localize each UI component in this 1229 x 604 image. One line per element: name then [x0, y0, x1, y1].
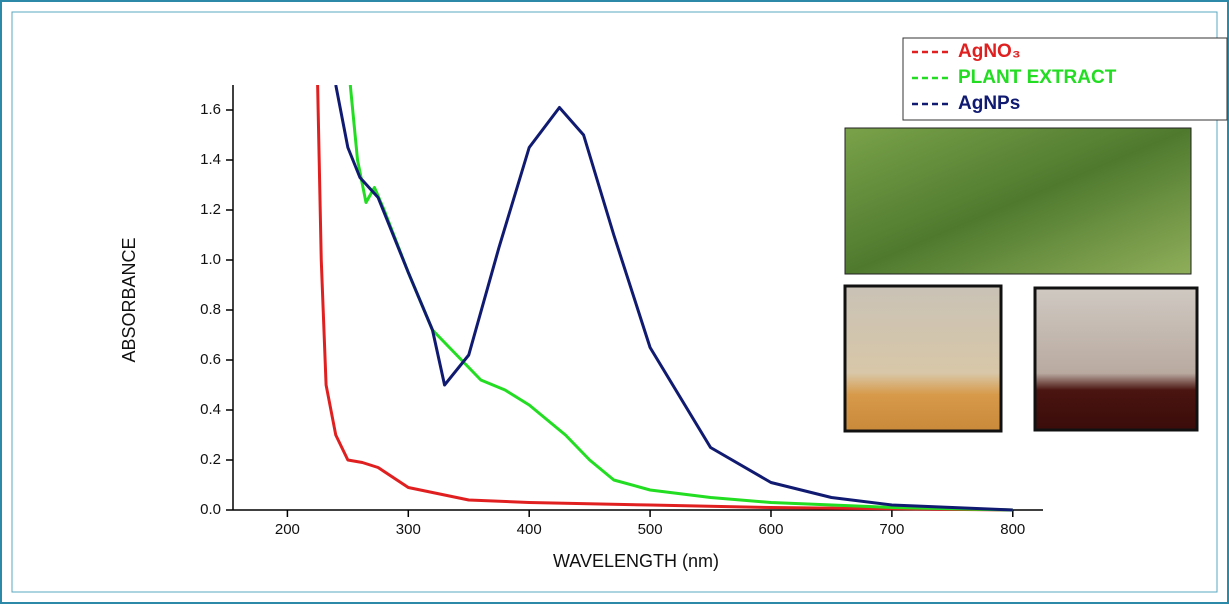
y-tick-label: 0.2: [200, 451, 221, 468]
x-tick-label: 400: [517, 521, 542, 538]
legend-label: AgNO₃: [958, 41, 1021, 62]
plant-photo: [844, 127, 1192, 275]
plot-area: [316, 85, 1013, 512]
x-axis-title: WAVELENGTH (nm): [553, 551, 719, 571]
legend-label: PLANT EXTRACT: [958, 67, 1117, 88]
x-tick-label: 600: [758, 521, 783, 538]
y-tick-label: 0.6: [200, 351, 221, 368]
legend-box: [902, 37, 1228, 121]
legend-label: AgNPs: [958, 93, 1020, 114]
data-line: [316, 85, 1013, 512]
data-line: [334, 85, 1013, 512]
y-tick-label: 1.2: [200, 201, 221, 218]
y-tick-label: 1.4: [200, 151, 221, 168]
x-tick-label: 800: [1000, 521, 1025, 538]
flask-photo: [1033, 286, 1199, 432]
y-tick-label: 0.4: [200, 401, 221, 418]
flask-photo: [843, 284, 1003, 433]
x-tick-label: 500: [638, 521, 663, 538]
x-tick-label: 200: [275, 521, 300, 538]
y-tick-label: 0.0: [200, 501, 221, 518]
y-tick-label: 0.8: [200, 301, 221, 318]
y-tick-label: 1.0: [200, 251, 221, 268]
x-tick-label: 300: [396, 521, 421, 538]
y-axis-title: ABSORBANCE: [119, 237, 139, 362]
inner-frame: [11, 11, 1218, 593]
data-line: [348, 85, 1013, 512]
x-tick-label: 700: [879, 521, 904, 538]
y-tick-label: 1.6: [200, 101, 221, 118]
